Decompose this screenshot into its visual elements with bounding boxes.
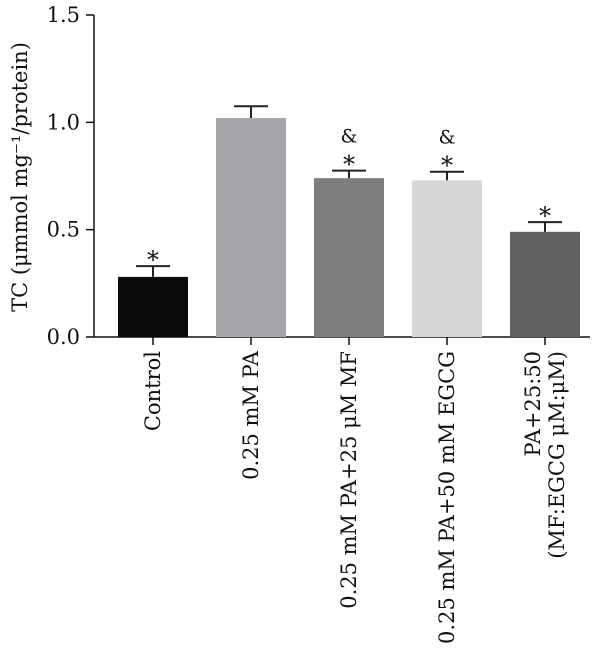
bar [412,180,482,337]
asterisk-marker: * [441,152,453,180]
y-axis-label-group: TC (μmmol mg⁻¹/protein) [8,42,32,312]
x-tick-label: 0.25 mM PA [239,350,263,480]
ampersand-marker: & [439,127,456,149]
asterisk-marker: * [539,202,551,230]
bar [118,276,188,337]
x-tick-labels: Control 0.25 mM PA 0.25 mM PA+25 μM MF 0.25… [141,350,569,644]
x-tick-label: 0.25 mM PA+50 mM EGCG [435,351,459,644]
y-tick-label: 1.5 [47,3,80,27]
y-tick-label: 1.0 [47,110,80,134]
error-bars [136,105,562,277]
y-tick-label: 0.0 [47,325,80,349]
x-tick-label: PA+25:50 [521,351,545,456]
asterisk-marker: * [343,151,355,179]
y-tick-label: 0.5 [47,218,80,242]
bar [216,118,286,337]
bar [510,231,580,337]
x-tick-label: 0.25 mM PA+25 μM MF [337,351,361,609]
x-tick-label: Control [141,351,165,431]
bars [118,118,580,337]
x-tick-label: (MF:EGCG μM:μM) [545,351,569,559]
significance-annotations: * & * & * * [147,126,551,275]
y-axis-label: TC (μmmol mg⁻¹/protein) [8,42,32,312]
bar [314,178,384,337]
ampersand-marker: & [341,126,358,148]
asterisk-marker: * [147,246,159,274]
